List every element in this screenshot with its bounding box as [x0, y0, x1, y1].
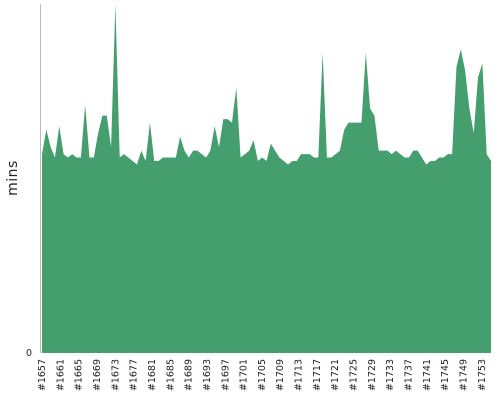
x-tick-label: #1661 — [55, 359, 66, 391]
x-tick-label: #1733 — [385, 359, 396, 391]
x-tick-label: #1697 — [220, 359, 231, 391]
x-tick-label: #1673 — [110, 359, 121, 391]
y-tick-label-0: 0 — [26, 348, 32, 359]
x-tick-label: #1681 — [147, 359, 158, 391]
x-tick-label: #1729 — [367, 359, 378, 391]
x-tick-label: #1665 — [74, 359, 85, 391]
x-tick-label: #1725 — [349, 359, 360, 391]
x-tick-label: #1701 — [239, 359, 250, 391]
y-axis-label: mins — [5, 160, 21, 196]
x-tick-label: #1753 — [477, 359, 488, 391]
x-tick-label: #1677 — [129, 359, 140, 391]
x-tick-label: #1745 — [440, 359, 451, 391]
x-tick-label: #1689 — [184, 359, 195, 391]
x-tick-labels: #1657 #1661 #1665 #1669 #1673 #1677 #1681 #1685… — [37, 359, 488, 391]
series-area — [42, 4, 491, 353]
x-tick-label: #1693 — [202, 359, 213, 391]
x-tick-label: #1669 — [92, 359, 103, 391]
x-tick-label: #1737 — [404, 359, 415, 391]
x-tick-label: #1705 — [257, 359, 268, 391]
x-tick-label: #1709 — [275, 359, 286, 391]
x-tick-label: #1749 — [459, 359, 470, 391]
x-tick-label: #1657 — [37, 359, 48, 391]
x-tick-label: #1717 — [312, 359, 323, 391]
x-tick-label: #1685 — [165, 359, 176, 391]
x-tick-label: #1741 — [422, 359, 433, 391]
x-tick-label: #1713 — [294, 359, 305, 391]
x-tick-label: #1721 — [330, 359, 341, 391]
